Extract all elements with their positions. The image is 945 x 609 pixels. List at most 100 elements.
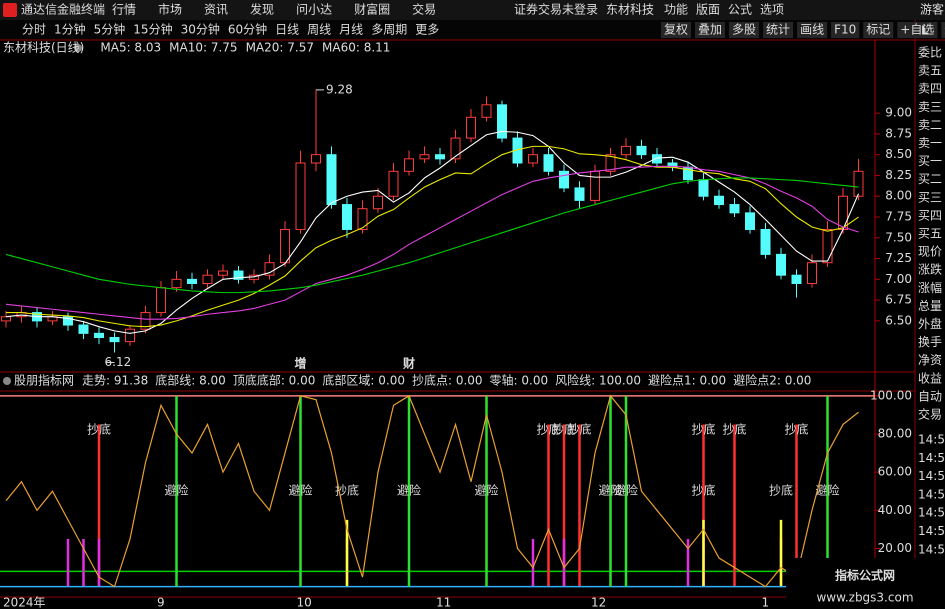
period-tab[interactable]: 5分钟 [94, 22, 126, 37]
quote-label: 换手 [918, 335, 942, 349]
action-button[interactable] [729, 22, 760, 38]
user[interactable]: 游客 [920, 2, 944, 17]
candle-body [140, 312, 151, 330]
action-button[interactable] [831, 22, 860, 38]
x-tick-label: 9 [157, 596, 165, 609]
candle-body [497, 104, 507, 139]
y-tick-label: 40.00 [878, 503, 912, 517]
annotation: 9.28 [326, 82, 353, 96]
menu-item[interactable]: 交易 [412, 2, 436, 17]
quote-label: 委比 [918, 46, 942, 60]
action-button[interactable] [897, 22, 938, 38]
candle-body [171, 278, 182, 289]
candle-body [326, 154, 337, 206]
menu-item[interactable]: 选项 [760, 3, 784, 17]
candle-body [357, 208, 368, 230]
ma-line [5, 130, 860, 334]
action-label[interactable]: 复权 [664, 23, 688, 37]
action-button[interactable] [941, 22, 945, 38]
y-tick-label: 6.50 [885, 313, 912, 327]
level-mark: L [921, 24, 929, 38]
period-tab[interactable]: 15分钟 [133, 22, 172, 37]
period-tab[interactable]: 周线 [307, 23, 331, 37]
period-tab[interactable]: 日线 [275, 23, 299, 37]
action-button[interactable] [695, 22, 726, 38]
legend-entry: MA5: 8.03 [100, 41, 161, 55]
signal-label: 抄底 [691, 483, 715, 498]
action-label[interactable]: 画线 [800, 23, 824, 37]
action-label[interactable]: F10 [834, 23, 856, 37]
candle-body [125, 328, 135, 343]
candle-body [528, 154, 538, 164]
quote-label: 外盘 [918, 316, 942, 331]
trade-time: 14:56 [918, 469, 945, 483]
action-label[interactable]: 叠加 [698, 23, 722, 37]
event-marker: 财 [402, 356, 415, 371]
period-tab[interactable]: 1分钟 [54, 22, 86, 37]
menu-item[interactable]: 财富圈 [354, 2, 390, 17]
quote-label: 交易 [918, 407, 942, 422]
action-button[interactable] [797, 22, 828, 38]
action-button[interactable] [763, 22, 794, 38]
quote-label: 自动 [918, 389, 942, 403]
period-tab[interactable]: 多周期 [371, 23, 407, 37]
menu-item[interactable]: 市场 [158, 2, 182, 17]
period-tab[interactable]: 分时 [22, 23, 46, 37]
menu-item[interactable]: 资讯 [204, 3, 228, 17]
period-tab[interactable]: 月线 [339, 23, 363, 37]
menu-item[interactable]: 版面 [696, 3, 720, 17]
legend-entry: 避险点2: 0.00 [733, 373, 811, 388]
menu-item[interactable]: 行情 [112, 3, 136, 17]
annotation: 6.12 [105, 355, 132, 369]
menu-item[interactable]: 问小达 [296, 3, 332, 17]
action-label[interactable]: 统计 [766, 23, 790, 37]
candle-body [94, 332, 104, 339]
title-bar [0, 0, 945, 20]
y-tick-label: 8.50 [885, 147, 912, 161]
signal-label: 抄底 [769, 483, 793, 498]
y-tick-label: 9.00 [885, 106, 912, 120]
candle-body [156, 287, 166, 314]
icon [3, 377, 11, 385]
quote-label: 买二 [918, 172, 942, 186]
action-label[interactable]: 多股 [732, 23, 756, 37]
menu-item[interactable]: 功能 [664, 3, 688, 17]
candle-body [853, 170, 864, 197]
legend-entry: 走势: 91.38 [82, 374, 148, 388]
quote-label: 总量 [918, 299, 942, 313]
indicator-title: 股朋指标网 [14, 373, 74, 388]
candle-body [295, 162, 306, 230]
candle-body [745, 212, 755, 230]
y-tick-label: 100.00 [870, 388, 912, 402]
trade-time: 14:56 [918, 487, 945, 501]
period-tab[interactable]: 更多 [415, 23, 439, 37]
signal-label: 抄底 [722, 422, 746, 437]
x-tick-label: 11 [436, 596, 451, 609]
candle-body [512, 137, 523, 164]
action-label[interactable]: +自选 [900, 23, 934, 37]
period-tab[interactable]: 60分钟 [228, 22, 267, 37]
menu-item[interactable]: 发现 [250, 2, 274, 17]
candle-body [419, 154, 430, 160]
action-button[interactable] [863, 22, 894, 38]
candle-body [729, 204, 740, 214]
trade-time: 14:56 [918, 451, 945, 465]
quote-label: 涨跌 [918, 262, 942, 277]
quote-label: 买三 [918, 190, 942, 204]
y-tick-label: 7.25 [885, 251, 912, 265]
candle-body [264, 262, 275, 276]
candle-body [280, 228, 290, 264]
candle-body [698, 179, 709, 197]
period-tab[interactable]: 30分钟 [181, 22, 220, 37]
signal-label: 抄底 [784, 422, 808, 437]
menu-item[interactable]: 公式 [728, 3, 752, 17]
candle-body [760, 228, 771, 255]
candle-body [807, 262, 817, 284]
x-tick-label: 10 [297, 596, 312, 609]
action-button[interactable] [661, 22, 692, 38]
legend-entry: 风险线: 100.00 [555, 373, 641, 388]
chart-title: 东材科技(日线) [3, 41, 84, 55]
quote-label: 卖五 [918, 64, 942, 78]
action-label[interactable]: 标记 [866, 23, 890, 37]
signal-label: 避险 [474, 483, 498, 498]
